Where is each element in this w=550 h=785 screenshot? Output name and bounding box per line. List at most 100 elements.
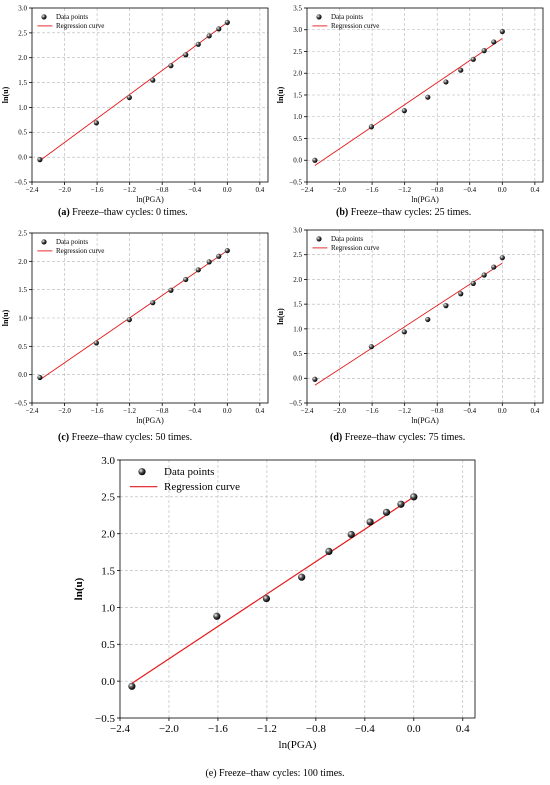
data-point (195, 267, 201, 273)
caption-b-text: Freeze–thaw cycles: 25 times. (350, 207, 472, 218)
chart-e: −2.4 −2.0 −1.6 −1.2 −0.8 −0.4 0.0 0.4 −0.5 0.0 0.5… (73, 455, 476, 751)
legend-label-data-points: Data points (331, 13, 363, 21)
data-point (93, 340, 99, 346)
y-tick-label: 1.0 (18, 104, 27, 112)
legend-label-regression: Regression curve (56, 247, 104, 255)
x-tick-label: −1.2 (398, 186, 411, 194)
data-point (126, 317, 132, 323)
y-tick-label: 0.0 (293, 157, 302, 165)
data-point (368, 124, 374, 130)
data-point (366, 518, 374, 526)
x-tick-label: 0.0 (223, 407, 232, 415)
x-tick-label: −1.6 (208, 723, 228, 735)
y-tick-label: 0.0 (293, 375, 302, 383)
y-tick-label: 1.0 (101, 602, 115, 614)
data-point (470, 280, 476, 286)
data-point (93, 120, 99, 126)
x-tick-label: −0.8 (306, 723, 326, 735)
y-tick-label: 1.5 (293, 301, 302, 309)
y-tick-label: 3.0 (18, 4, 27, 12)
caption-d-label: (d) (330, 432, 343, 443)
x-tick-label: −2.0 (333, 407, 346, 415)
y-tick-label: 2.0 (293, 70, 302, 78)
plot-frame (119, 459, 476, 719)
y-tick-label: 2.0 (101, 529, 115, 541)
y-tick-label: 2.0 (293, 276, 302, 284)
legend-label-data-points: Data points (56, 13, 88, 21)
y-tick-label: 0.5 (293, 135, 302, 143)
x-tick-label: 0.0 (498, 407, 507, 415)
caption-d: (d) Freeze–thaw cycles: 75 times. (330, 432, 465, 443)
x-tick-label: −0.4 (463, 407, 476, 415)
caption-c-text: Freeze–thaw cycles: 50 times. (71, 432, 193, 443)
data-point (425, 94, 431, 100)
chart-b: −2.4 −2.0 −1.6 −1.2 −0.8 −0.4 0.0 0.4 −0.5 0.0 0.5… (276, 4, 544, 204)
x-tick-label: −1.6 (366, 186, 379, 194)
data-point (298, 573, 306, 581)
y-tick-label: 0.5 (101, 639, 115, 651)
y-tick-label: −0.5 (14, 178, 27, 186)
y-tick-label: 3.5 (293, 4, 302, 12)
data-point (397, 500, 405, 508)
chart-d: −2.4 −2.0 −1.6 −1.2 −0.8 −0.4 0.0 0.4 −0.5 0.0 0.5… (276, 226, 544, 425)
data-point (183, 276, 189, 283)
x-tick-label: −2.0 (58, 186, 71, 194)
x-tick-label: −0.8 (156, 186, 169, 194)
data-point (224, 19, 230, 26)
data-point (312, 157, 318, 163)
y-axis-label: ln(u) (73, 577, 85, 600)
data-point (224, 247, 230, 254)
data-point (37, 157, 43, 163)
legend-marker-data-points (316, 14, 322, 20)
x-tick-label: 0.4 (255, 407, 264, 415)
data-point (443, 79, 449, 85)
legend-marker-data-points (316, 236, 322, 242)
data-point (126, 94, 132, 101)
x-tick-label: −0.4 (355, 723, 375, 735)
legend-label-data-points: Data points (164, 466, 214, 478)
caption-d-text: Freeze–thaw cycles: 75 times. (344, 432, 466, 443)
x-tick-label: −0.8 (431, 407, 444, 415)
x-tick-label: −1.2 (398, 407, 411, 415)
y-tick-label: −0.5 (289, 399, 302, 407)
legend-label-regression: Regression curve (56, 22, 104, 30)
x-tick-label: −2.0 (58, 407, 71, 415)
y-tick-label: 1.5 (18, 79, 27, 87)
y-tick-label: −0.5 (289, 178, 302, 186)
data-point (491, 264, 497, 270)
legend-label-regression: Regression curve (164, 481, 240, 493)
x-tick-label: −1.6 (91, 186, 104, 194)
y-tick-label: 0.5 (18, 343, 27, 351)
x-tick-label: 0.4 (530, 407, 539, 415)
data-point (481, 48, 487, 54)
legend-label-data-points: Data points (331, 235, 363, 243)
data-point (470, 56, 476, 62)
x-axis-label: ln(PGA) (136, 195, 164, 204)
y-tick-label: −0.5 (14, 399, 27, 407)
data-point (481, 272, 487, 278)
x-tick-label: −2.4 (26, 407, 39, 415)
x-tick-label: −2.4 (110, 723, 130, 735)
caption-b-label: (b) (336, 207, 349, 218)
data-point (499, 255, 505, 261)
x-axis-label: ln(PGA) (411, 195, 439, 204)
data-point (410, 493, 418, 501)
x-axis-label: ln(PGA) (411, 416, 439, 425)
x-tick-label: 0.0 (223, 186, 232, 194)
y-tick-label: 1.5 (101, 565, 115, 577)
data-point (206, 33, 212, 39)
x-axis-label: ln(PGA) (279, 739, 317, 751)
legend-label-regression: Regression curve (331, 22, 379, 30)
data-point (37, 374, 43, 381)
y-tick-label: 0.0 (101, 676, 115, 688)
x-tick-label: −0.4 (188, 186, 201, 194)
y-tick-label: 2.5 (293, 251, 302, 259)
y-tick-label: 0.5 (293, 350, 302, 358)
legend-marker-data-points (41, 239, 47, 245)
x-tick-label: 0.0 (498, 186, 507, 194)
x-tick-label: −0.4 (188, 407, 201, 415)
data-point (368, 344, 374, 350)
legend-label-data-points: Data points (56, 238, 88, 246)
x-axis-label: ln(PGA) (136, 416, 164, 425)
y-tick-label: 2.5 (293, 48, 302, 56)
